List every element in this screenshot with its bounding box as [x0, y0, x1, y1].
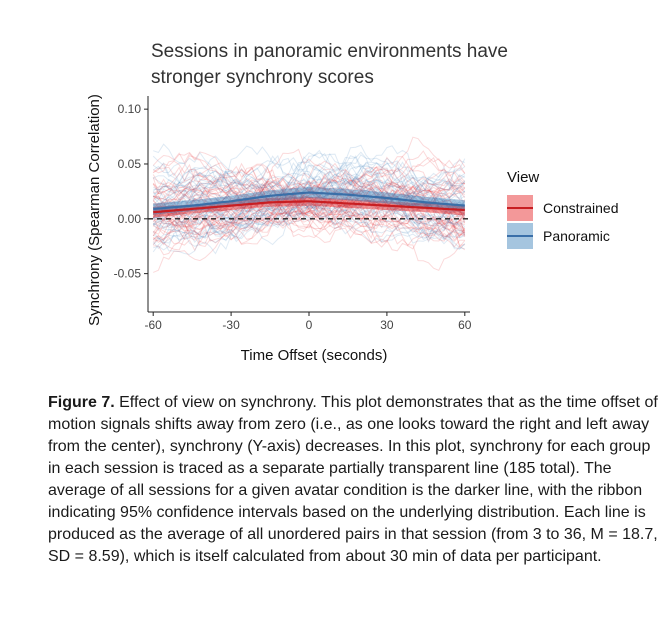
session-line: [152, 152, 465, 227]
session-line: [152, 168, 466, 204]
y-tick-label: 0.00: [118, 212, 142, 226]
session-line: [152, 166, 466, 220]
chart-title-line-2: stronger synchrony scores: [151, 67, 374, 88]
session-line: [153, 181, 466, 202]
session-line: [152, 193, 466, 250]
session-line: [153, 194, 466, 273]
session-line: [152, 197, 466, 235]
session-line: [152, 155, 465, 226]
session-line: [152, 192, 466, 226]
session-line: [153, 207, 466, 250]
legend-title: View: [507, 169, 539, 186]
session-line: [152, 190, 466, 252]
session-line: [152, 169, 466, 232]
legend-label: Panoramic: [543, 228, 610, 244]
session-line: [152, 211, 466, 242]
session-line: [152, 178, 466, 242]
session-line: [153, 194, 466, 234]
session-line: [152, 167, 466, 228]
session-line: [153, 175, 466, 244]
session-line: [152, 136, 466, 209]
session-line: [152, 160, 466, 236]
session-line: [152, 203, 465, 252]
session-line: [152, 195, 465, 239]
y-tick-label: 0.10: [118, 102, 142, 116]
x-tick-label: 60: [458, 318, 472, 332]
plot-area: [148, 136, 470, 273]
session-line: [153, 161, 465, 218]
session-line: [152, 144, 465, 189]
session-line: [152, 162, 466, 201]
session-line: [153, 167, 466, 223]
session-line: [152, 190, 465, 226]
legend-label: Constrained: [543, 200, 619, 216]
figure: Sessions in panoramic environments have …: [86, 41, 619, 364]
session-line: [152, 178, 466, 237]
axes: -0.05 0.00 0.05 0.10 -60 -30 0 30 60: [114, 96, 472, 332]
ci-ribbon-panoramic: [153, 187, 465, 215]
session-line: [153, 157, 466, 223]
x-tick-label: 30: [380, 318, 394, 332]
y-tick-label: 0.05: [118, 157, 142, 171]
session-line: [152, 162, 466, 189]
session-line: [152, 185, 466, 236]
session-line: [152, 192, 466, 242]
session-line: [152, 197, 466, 231]
session-line: [152, 164, 465, 236]
session-line: [152, 174, 466, 238]
session-line: [153, 188, 465, 220]
session-line: [152, 190, 466, 212]
session-line: [152, 180, 466, 226]
session-line: [153, 185, 465, 206]
session-line: [153, 196, 466, 220]
session-line: [152, 202, 466, 245]
session-line: [152, 192, 466, 218]
session-line: [152, 192, 465, 248]
session-line: [152, 150, 465, 205]
caption-label: Figure 7.: [48, 394, 115, 411]
session-line: [152, 176, 466, 236]
session-line: [153, 180, 466, 243]
session-line: [152, 167, 466, 220]
session-line: [152, 164, 466, 222]
mean-line-constrained: [153, 200, 465, 214]
session-line: [152, 156, 466, 210]
session-line: [152, 156, 466, 209]
session-line: [152, 191, 466, 255]
session-line: [153, 143, 466, 208]
session-line: [152, 168, 465, 220]
session-line: [152, 178, 466, 201]
x-tick-label: -30: [222, 318, 240, 332]
session-line: [153, 176, 466, 198]
x-axis-label: Time Offset (seconds): [241, 347, 388, 364]
chart-title-line-1: Sessions in panoramic environments have: [151, 41, 508, 62]
session-line: [152, 177, 466, 224]
session-line: [152, 186, 465, 248]
session-line: [152, 204, 466, 244]
legend: View Constrained Panoramic: [507, 169, 619, 249]
session-line: [152, 172, 465, 204]
caption-text: Effect of view on synchrony. This plot d…: [48, 394, 658, 565]
x-tick-label: 0: [306, 318, 313, 332]
figure-caption: Figure 7. Effect of view on synchrony. T…: [48, 392, 660, 568]
session-line: [152, 151, 466, 203]
session-line: [152, 212, 465, 255]
session-line: [152, 204, 466, 238]
session-line: [152, 178, 466, 241]
session-line: [152, 155, 466, 197]
session-line: [152, 161, 466, 219]
session-line: [152, 157, 466, 212]
y-axis-label: Synchrony (Spearman Correlation): [86, 94, 103, 326]
session-line: [153, 165, 466, 226]
session-line: [153, 177, 466, 251]
mean-line-panoramic: [153, 191, 465, 210]
session-line: [152, 188, 466, 249]
y-tick-label: -0.05: [114, 267, 142, 281]
session-line: [153, 149, 466, 230]
session-line: [152, 151, 466, 212]
session-line: [152, 190, 465, 237]
session-line: [153, 183, 466, 210]
x-tick-label: -60: [145, 318, 163, 332]
